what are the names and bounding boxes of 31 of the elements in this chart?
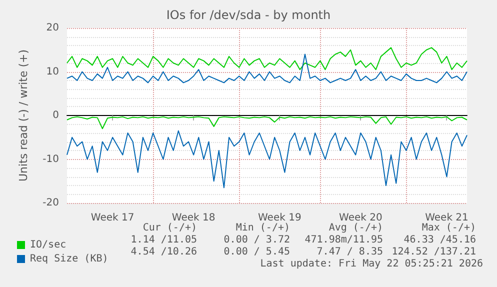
- y-tick-label: 0: [52, 110, 59, 121]
- legend-label: Req Size (KB): [30, 254, 108, 264]
- text: 7.47 / 8.35: [316, 246, 384, 258]
- text: 46.33 /45.16: [404, 234, 476, 246]
- y-tick-label: -20: [42, 198, 59, 208]
- text: Min (-/+): [236, 222, 290, 234]
- x-tick-label: Week 20: [339, 212, 382, 224]
- text: 471.98m/11.95: [304, 234, 384, 246]
- line-series: [66, 130, 468, 188]
- legend-label: IO/sec: [30, 240, 66, 250]
- text: 1.14 /11.05: [130, 234, 198, 246]
- x-tick-label: Week 18: [172, 212, 216, 224]
- chart-title: IOs for /dev/sda - by month: [166, 8, 331, 22]
- text: 124.52 /137.21: [392, 246, 476, 258]
- text: 0.00 / 3.72: [224, 234, 290, 246]
- text: Last update: Fri May 22 05:25:21 2026: [260, 258, 484, 270]
- line-series: [66, 116, 468, 130]
- x-tick-label: Week 21: [425, 212, 468, 224]
- text: Avg (-/+): [328, 222, 384, 234]
- line-series: [66, 54, 468, 84]
- y-tick-label: -10: [42, 154, 59, 165]
- text: Max (-/+): [422, 222, 476, 234]
- y-axis-title: Units read (-) / write (+): [17, 49, 30, 182]
- y-tick-label: 10: [46, 66, 59, 78]
- x-tick-label: Week 19: [258, 212, 302, 224]
- x-tick-label: Week 17: [90, 212, 134, 224]
- text: 0.00 / 5.45: [224, 246, 290, 258]
- y-tick-label: 20: [46, 22, 59, 34]
- text: 4.54 /10.26: [130, 246, 198, 258]
- text: Cur (-/+): [142, 222, 198, 234]
- line-series: [66, 47, 468, 70]
